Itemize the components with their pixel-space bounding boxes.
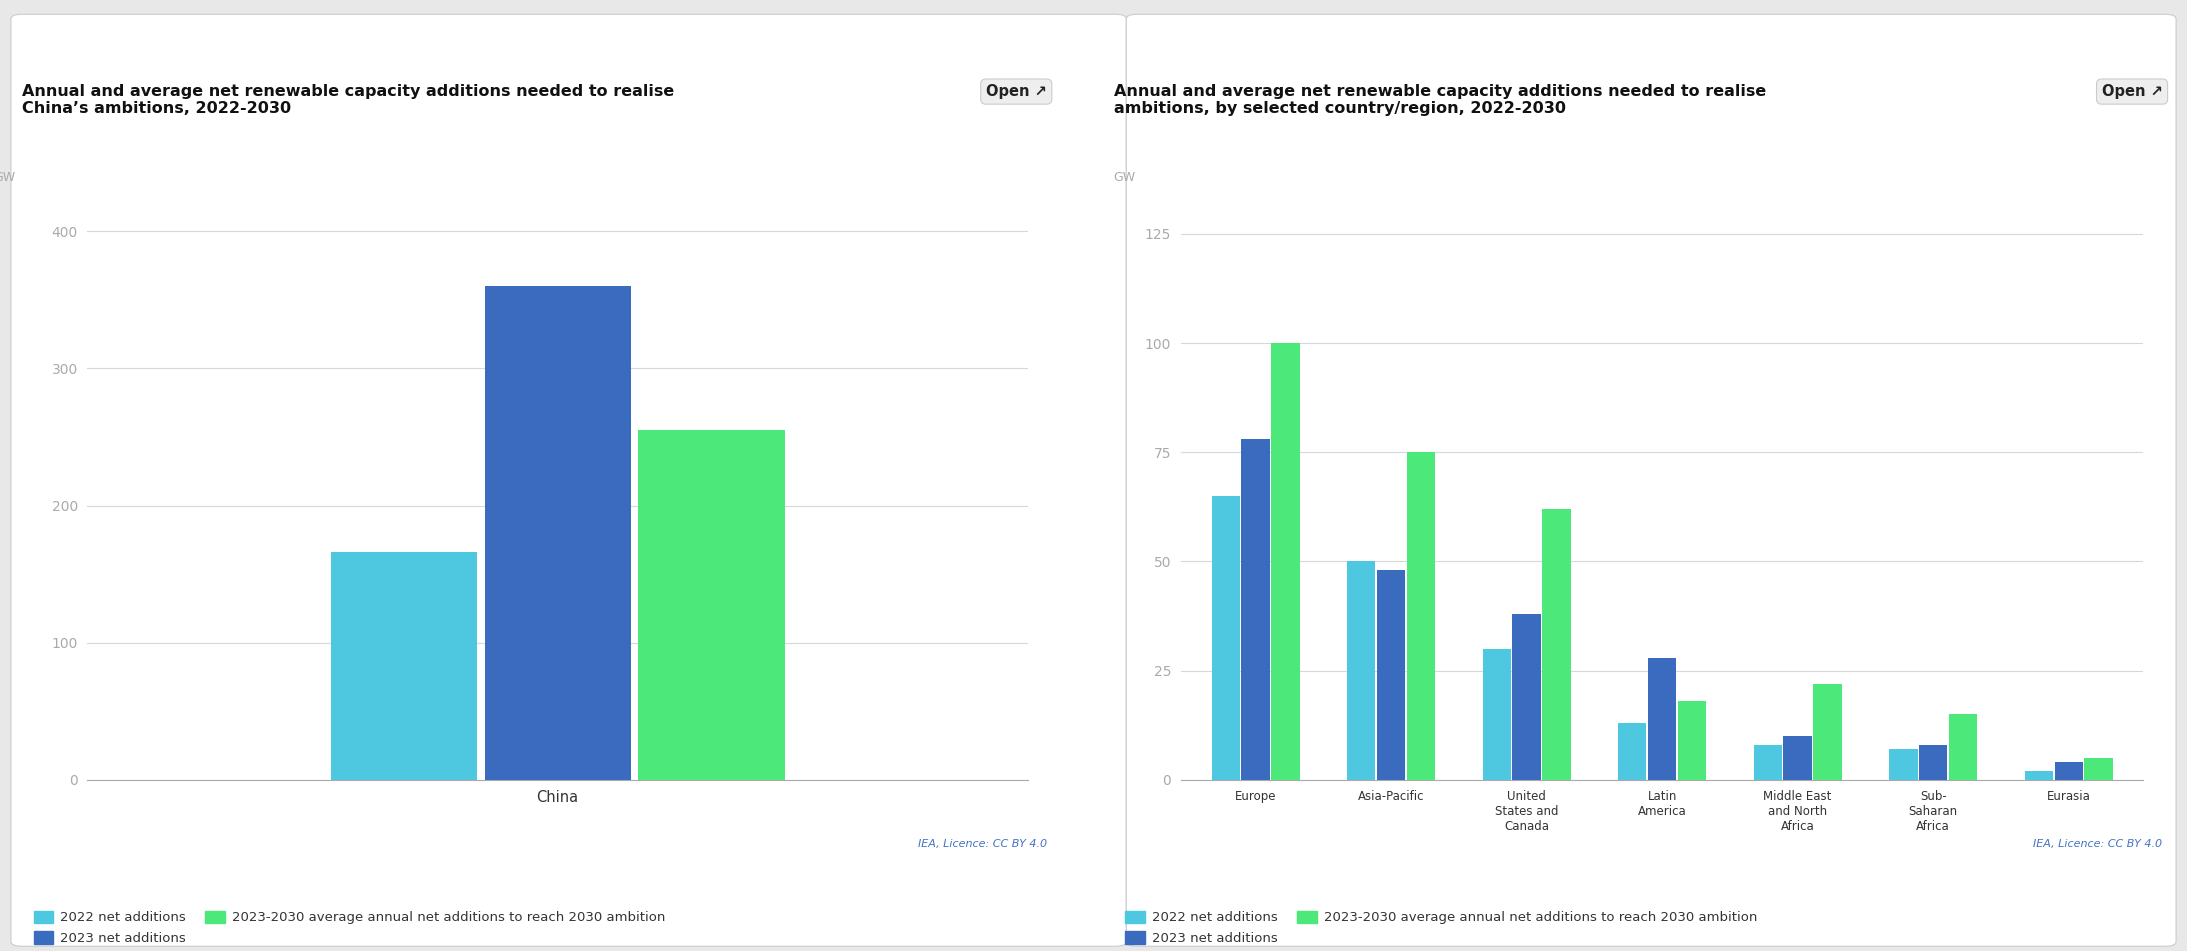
Bar: [1813, 684, 1841, 780]
Bar: [1782, 736, 1811, 780]
Bar: [2054, 763, 2082, 780]
Bar: [1618, 723, 1647, 780]
Text: Open ↗: Open ↗: [2102, 84, 2163, 99]
Bar: [639, 430, 785, 780]
Legend: 2022 net additions, 2023 net additions, 2023-2030 average annual net additions t: 2022 net additions, 2023 net additions, …: [28, 905, 671, 950]
Bar: [2025, 771, 2054, 780]
Text: Annual and average net renewable capacity additions needed to realise
China’s am: Annual and average net renewable capacit…: [22, 84, 674, 116]
Bar: [330, 553, 477, 780]
Bar: [1347, 561, 1376, 780]
Bar: [1406, 453, 1435, 780]
Bar: [1242, 439, 1271, 780]
Bar: [1513, 613, 1542, 780]
Bar: [1677, 701, 1706, 780]
Text: Annual and average net renewable capacity additions needed to realise
ambitions,: Annual and average net renewable capacit…: [1113, 84, 1765, 116]
Bar: [1378, 571, 1406, 780]
Bar: [1483, 649, 1511, 780]
Legend: 2022 net additions, 2023 net additions, 2023-2030 average annual net additions t: 2022 net additions, 2023 net additions, …: [1120, 905, 1763, 950]
Text: IEA, Licence: CC BY 4.0: IEA, Licence: CC BY 4.0: [919, 839, 1048, 849]
Bar: [1271, 343, 1299, 780]
Bar: [1212, 495, 1240, 780]
Text: GW: GW: [1113, 171, 1135, 184]
Text: IEA, Licence: CC BY 4.0: IEA, Licence: CC BY 4.0: [2034, 839, 2163, 849]
Bar: [1949, 714, 1977, 780]
Bar: [1754, 745, 1782, 780]
Bar: [2084, 758, 2113, 780]
Bar: [1890, 749, 1918, 780]
Bar: [486, 286, 630, 780]
Text: GW: GW: [0, 171, 15, 184]
Text: Open ↗: Open ↗: [986, 84, 1048, 99]
Bar: [1649, 657, 1675, 780]
Bar: [1918, 745, 1946, 780]
Bar: [1542, 509, 1570, 780]
